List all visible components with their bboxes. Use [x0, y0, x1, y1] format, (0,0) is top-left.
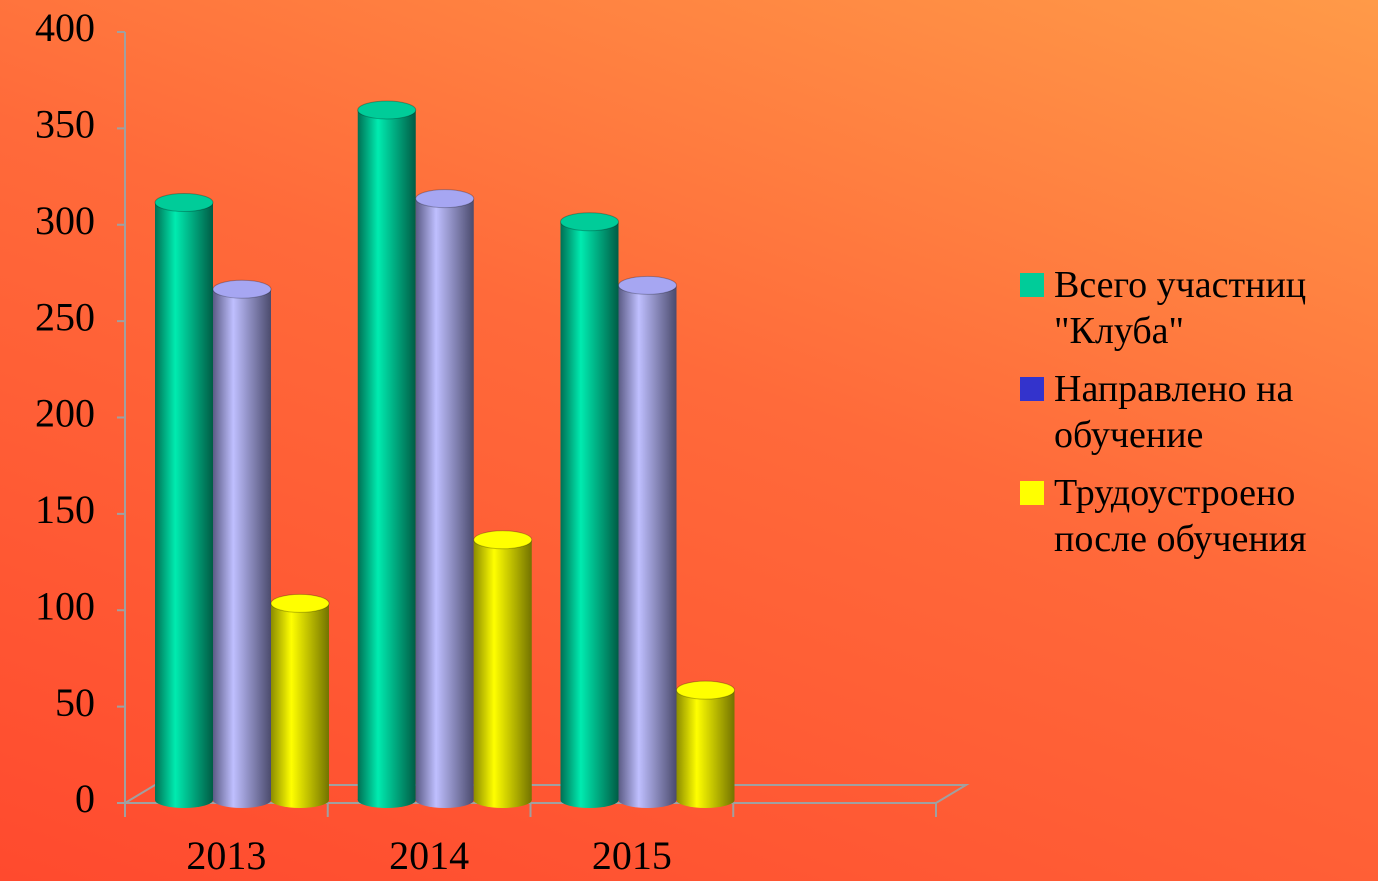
bar-top	[618, 275, 677, 295]
legend: Всего участниц "Клуба" Направлено на обуч…	[1020, 262, 1370, 574]
y-tick-label: 100	[35, 583, 95, 628]
bar-top	[357, 100, 417, 120]
bar	[473, 530, 533, 808]
bar	[618, 275, 677, 808]
y-tick-label: 250	[35, 294, 95, 339]
legend-swatch	[1020, 273, 1044, 297]
bar	[676, 680, 735, 808]
bar-top	[560, 212, 619, 232]
y-tick-label: 50	[55, 680, 95, 725]
y-tick-label: 400	[35, 5, 95, 50]
bar-body	[415, 198, 474, 800]
bar	[270, 593, 330, 808]
legend-label: Направлено на обучение	[1054, 368, 1294, 456]
bar	[357, 100, 417, 808]
bar	[560, 212, 619, 808]
bar-body	[473, 539, 532, 800]
y-tick-label: 300	[35, 198, 95, 243]
legend-swatch	[1020, 481, 1044, 505]
bar-body	[618, 285, 677, 800]
bar	[212, 279, 272, 808]
x-tick-label: 2015	[592, 833, 672, 878]
legend-swatch	[1020, 377, 1044, 401]
x-tick-label: 2013	[186, 833, 266, 878]
y-tick-label: 200	[35, 391, 95, 436]
bar-top	[676, 680, 735, 700]
legend-label: Всего участниц "Клуба"	[1054, 264, 1307, 352]
bar-top	[473, 530, 533, 550]
bar-body	[155, 202, 213, 801]
bar-top	[154, 192, 214, 212]
bar-body	[271, 603, 329, 800]
bar-top	[212, 279, 272, 299]
legend-item: Всего участниц "Клуба"	[1020, 262, 1370, 354]
legend-item: Направлено на обучение	[1020, 366, 1370, 458]
legend-label: Трудоустроено после обучения	[1054, 472, 1307, 560]
legend-item: Трудоустроено после обучения	[1020, 470, 1370, 562]
y-tick-label: 150	[35, 487, 95, 532]
bar-body	[560, 221, 619, 800]
bar-body	[676, 690, 735, 800]
bar-body	[357, 109, 416, 800]
y-tick-label: 0	[75, 776, 95, 821]
bar-body	[213, 289, 271, 800]
bar-top	[415, 189, 475, 209]
bar-top	[270, 593, 330, 613]
y-tick-label: 350	[35, 102, 95, 147]
bar	[415, 189, 475, 808]
bar	[154, 192, 214, 808]
x-tick-label: 2014	[389, 833, 469, 878]
